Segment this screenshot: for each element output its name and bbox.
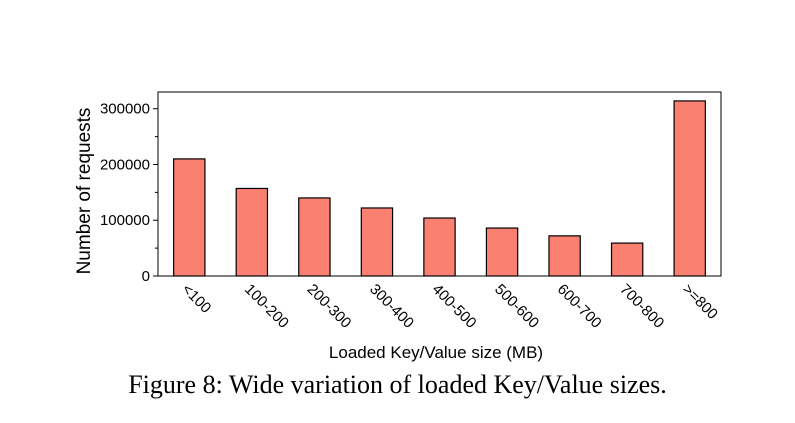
bar-4 — [423, 217, 456, 277]
bar-3 — [360, 207, 394, 277]
x-tick-label: 500-600 — [491, 281, 542, 332]
x-axis-tick-labels: <100 100-200 200-300 300-400 400-500 500-600 6… — [178, 281, 721, 332]
x-tick-label: <100 — [178, 281, 214, 317]
y-axis-label: Number of requests — [74, 108, 95, 275]
bar-2 — [298, 197, 331, 277]
bar-1 — [235, 187, 269, 277]
x-axis-label: Loaded Key/Value size (MB) — [329, 343, 543, 362]
x-tick-label: 300-400 — [366, 281, 417, 332]
bars — [173, 100, 706, 277]
x-tick-label: 200-300 — [304, 281, 355, 332]
bar-6 — [548, 235, 581, 277]
y-tick-label: 300000 — [100, 101, 150, 118]
bar-8 — [673, 100, 706, 277]
x-tick-label: 600-700 — [554, 281, 605, 332]
figure-caption: Figure 8: Wide variation of loaded Key/V… — [128, 370, 667, 399]
y-tick-label: 100000 — [100, 212, 150, 229]
x-tick-label: 100-200 — [241, 281, 292, 332]
bar-0 — [173, 158, 206, 277]
x-tick-label: 400-500 — [429, 281, 480, 332]
x-tick-label: 700-800 — [616, 281, 667, 332]
plot-frame — [157, 91, 722, 277]
y-axis-ticks: 0 100000 200000 300000 — [100, 101, 158, 285]
x-tick-label: >=800 — [679, 281, 721, 323]
bar-7 — [610, 242, 644, 277]
y-tick-label: 200000 — [100, 156, 150, 173]
bar-5 — [485, 227, 519, 277]
y-tick-label: 0 — [142, 268, 150, 285]
